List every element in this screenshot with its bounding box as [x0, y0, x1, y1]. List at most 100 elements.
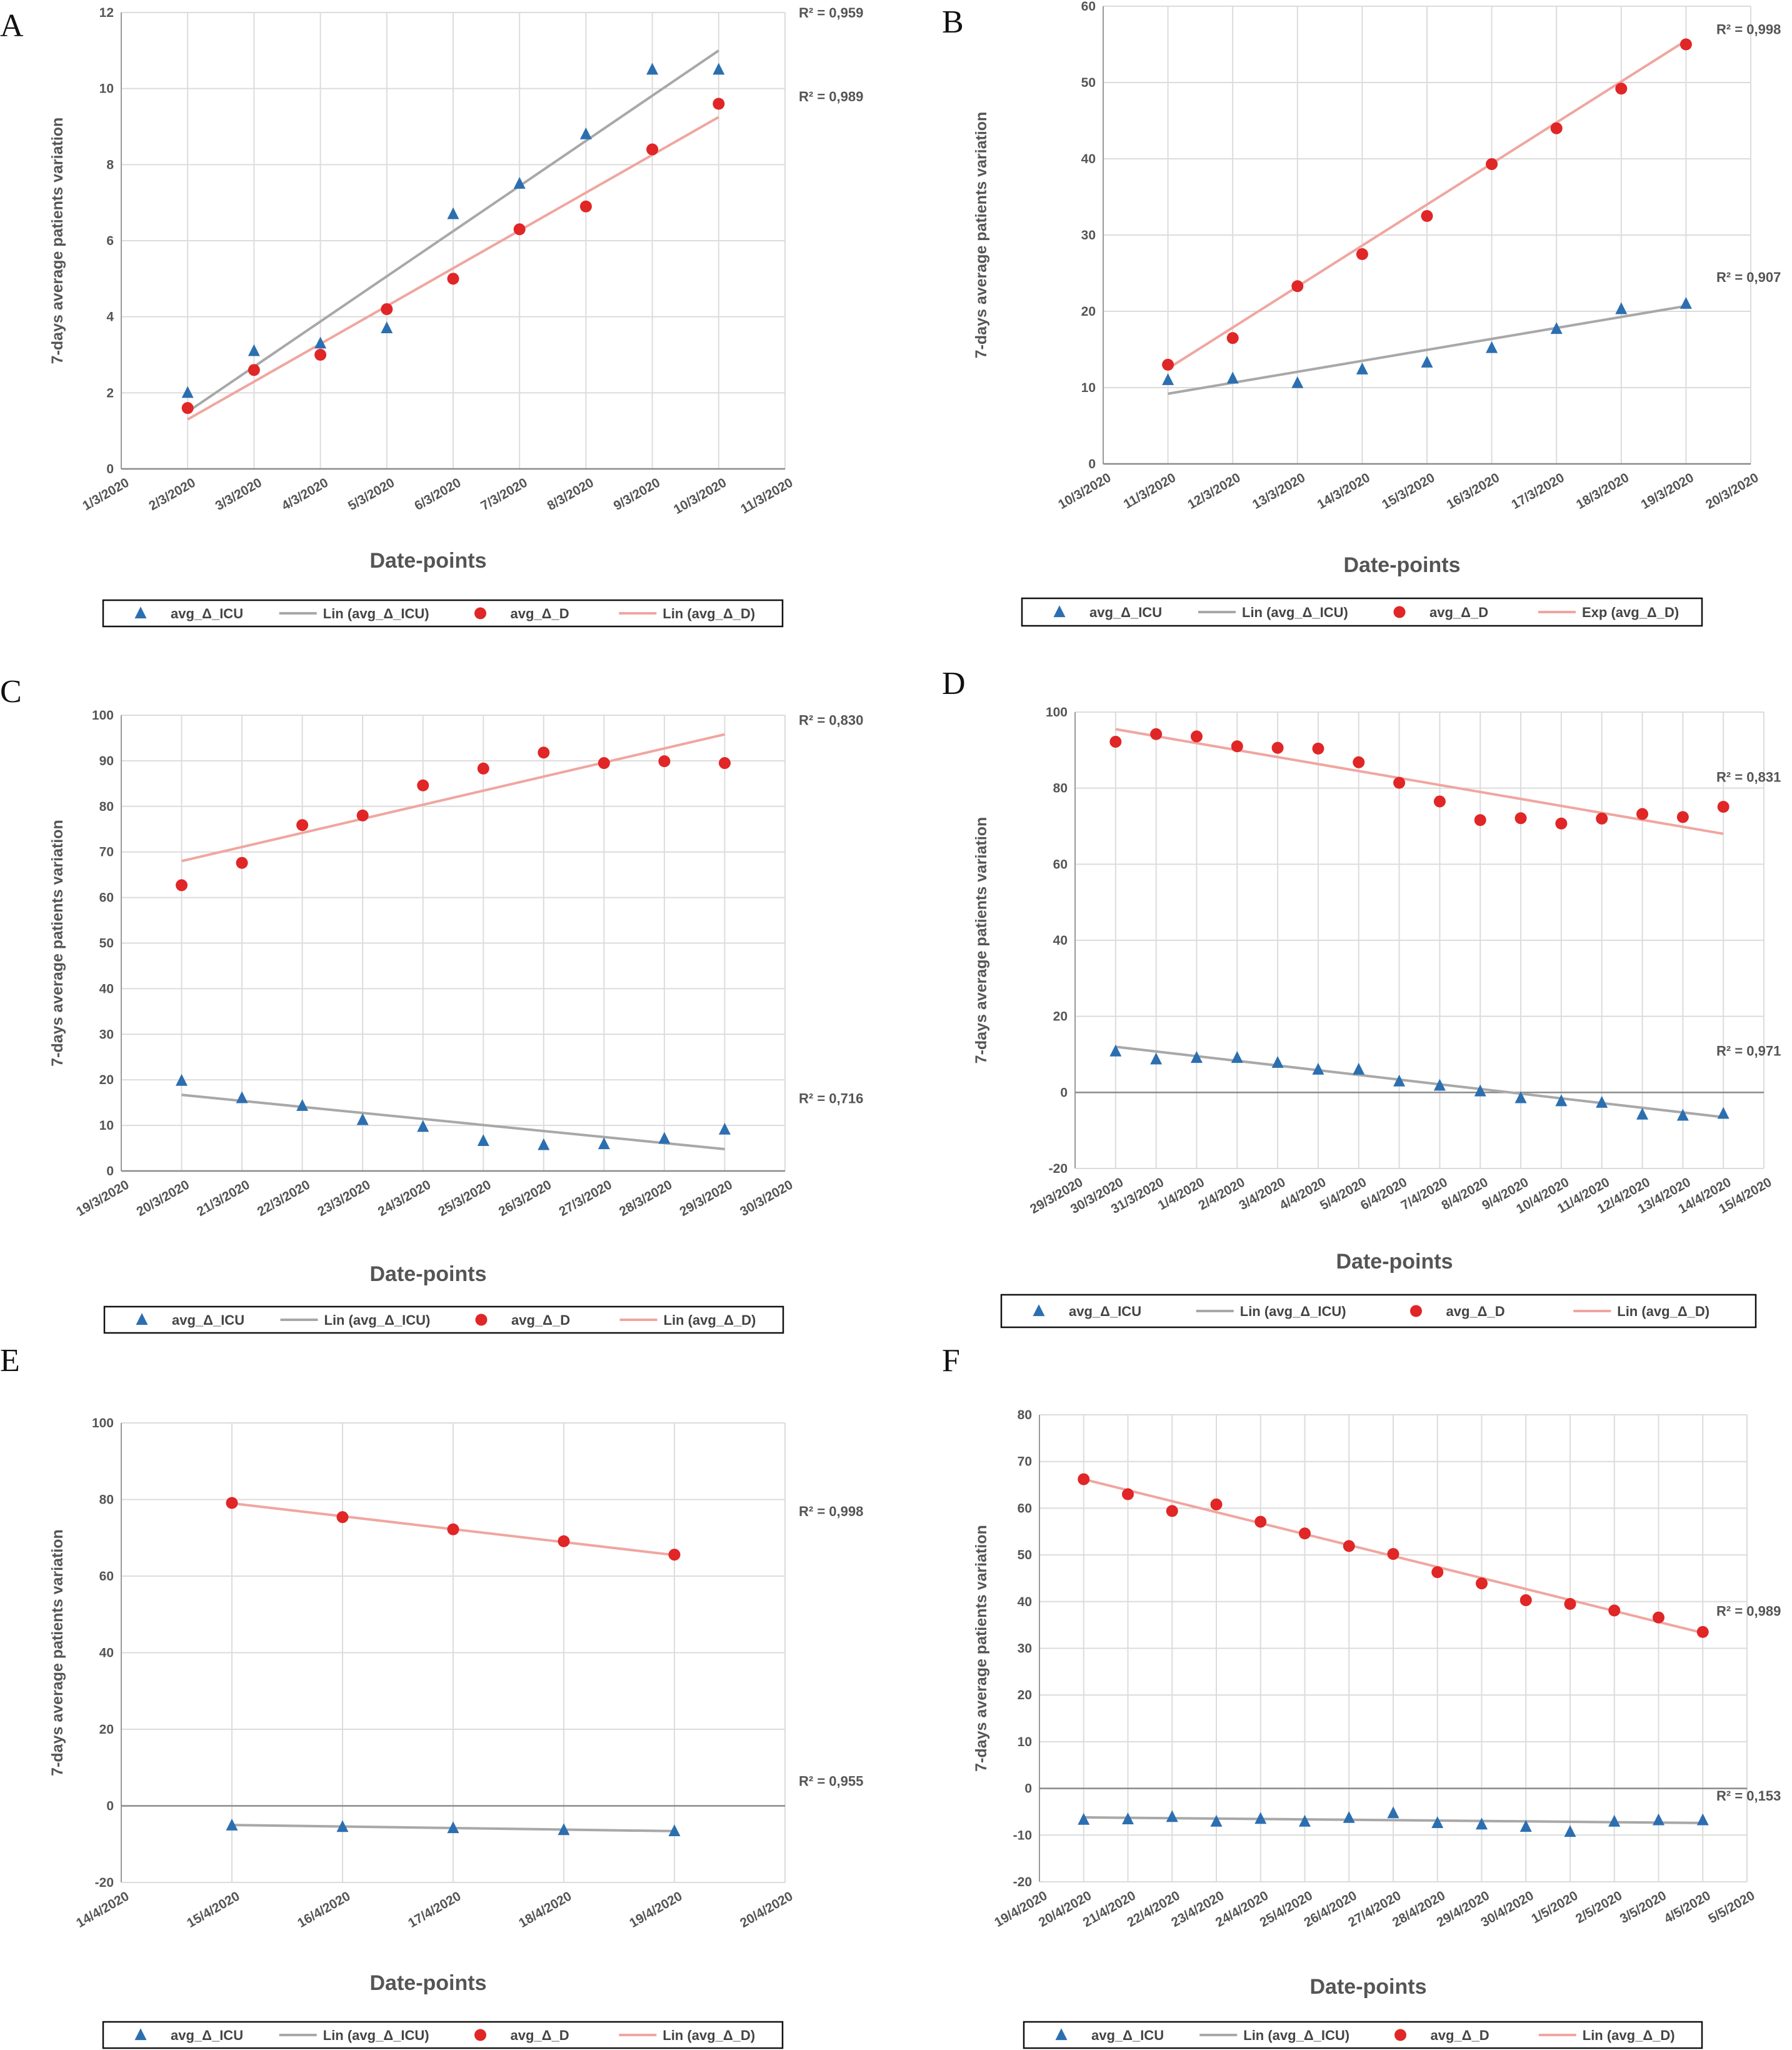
legend-label: Lin (avg_Δ_D) [1617, 1304, 1709, 1319]
data-point-icu [1653, 1813, 1664, 1826]
data-point-d [513, 223, 526, 236]
y-tick-label: 20 [99, 1073, 114, 1087]
data-point-d [1474, 814, 1486, 827]
data-point-icu [658, 1132, 671, 1144]
legend-label: Lin (avg_Δ_D) [1583, 2027, 1675, 2043]
x-tick-label: 9/3/2020 [611, 475, 663, 513]
data-point-d [718, 757, 731, 770]
x-tick-label: 26/3/2020 [496, 1177, 554, 1219]
data-point-icu [1476, 1817, 1488, 1830]
data-point-icu [417, 1120, 429, 1132]
x-tick-label: 10/3/2020 [1056, 470, 1113, 512]
data-point-d [1353, 756, 1365, 768]
data-point-icu [1514, 1091, 1527, 1103]
data-point-icu [1486, 341, 1498, 353]
chart-panel-e: E -20 0 20 40 60 80 100 14/4/2020 15/4/2020 16/4/2… [0, 1343, 863, 2049]
data-point-icu [646, 63, 659, 75]
data-point-icu [558, 1823, 570, 1836]
data-point-icu [1564, 1825, 1576, 1837]
data-point-d [1190, 730, 1203, 743]
legend-label: Lin (avg_Δ_ICU) [1240, 1304, 1346, 1319]
data-point-icu [1596, 1095, 1608, 1108]
panel-letter: B [942, 4, 964, 40]
legend-label: avg_Δ_ICU [172, 1312, 244, 1328]
x-tick-label: 14/4/2020 [74, 1889, 131, 1931]
legend-triangle-swatch [136, 1313, 148, 1325]
y-tick-label: 30 [1081, 228, 1096, 243]
data-point-d [1615, 83, 1628, 95]
data-point-icu [1150, 1052, 1163, 1065]
data-point-d [1717, 800, 1729, 813]
data-point-d [1393, 776, 1406, 789]
x-tick-label: 19/3/2020 [1638, 470, 1696, 512]
data-point-icu [1109, 1044, 1122, 1057]
chart-panel-a: A 0 2 4 6 8 10 12 1/3/2020 2/3/2020 3/3/2020 4/3/20… [0, 5, 863, 628]
legend-label: avg_Δ_D [511, 2027, 569, 2043]
r-squared-label: R² = 0,831 [1716, 769, 1781, 785]
data-point-icu [598, 1137, 610, 1150]
data-point-icu [381, 321, 393, 334]
panel-letter: C [0, 674, 22, 710]
legend-circle-swatch [1394, 2029, 1406, 2041]
x-axis-title: Date-points [370, 549, 487, 573]
data-point-icu [1431, 1816, 1444, 1828]
legend-label: Lin (avg_Δ_ICU) [1243, 2027, 1349, 2043]
legend-box [1023, 2021, 1703, 2049]
x-axis-title: Date-points [1344, 553, 1461, 577]
y-tick-label: 60 [1053, 857, 1068, 872]
x-axis-title: Date-points [1310, 1975, 1427, 1999]
data-point-d [538, 746, 550, 759]
data-point-d [1291, 280, 1304, 293]
data-point-d [1519, 1594, 1532, 1607]
y-tick-label: 90 [99, 754, 114, 768]
data-point-icu [176, 1073, 188, 1086]
data-point-d [1421, 210, 1433, 222]
r-squared-label: R² = 0,959 [799, 5, 863, 21]
x-tick-label: 27/3/2020 [556, 1177, 614, 1219]
x-axis-title: Date-points [370, 1262, 487, 1286]
data-point-d [226, 1497, 238, 1509]
legend-label: Exp (avg_Δ_D) [1582, 605, 1679, 620]
data-point-icu [236, 1091, 248, 1103]
r-squared-label: R² = 0,989 [799, 89, 863, 104]
x-tick-label: 13/3/2020 [1250, 470, 1308, 512]
data-point-icu [1078, 1812, 1090, 1825]
data-point-icu [1387, 1806, 1399, 1819]
y-tick-label: 0 [106, 1799, 114, 1814]
legend-label: avg_Δ_D [1431, 2027, 1489, 2043]
data-point-d [248, 364, 260, 376]
y-tick-label: 70 [1018, 1455, 1032, 1469]
data-point-icu [1226, 371, 1239, 384]
panel-letter: D [942, 666, 966, 701]
data-point-icu [513, 176, 526, 189]
legend-box [1021, 597, 1703, 627]
legend: avg_Δ_ICU Lin (avg_Δ_ICU) avg_Δ_D Lin (avg_… [103, 1305, 784, 1334]
legend-label: avg_Δ_D [1429, 605, 1488, 620]
data-point-icu [1166, 1810, 1178, 1822]
legend-label: avg_Δ_ICU [1069, 1304, 1141, 1319]
data-point-d [1676, 811, 1689, 823]
data-point-d [1636, 808, 1649, 820]
y-axis-title: 7-days average patients variation [49, 118, 66, 364]
y-tick-label: 70 [99, 845, 114, 860]
x-tick-label: 11/3/2020 [738, 475, 795, 516]
data-point-icu [336, 1820, 349, 1832]
x-tick-label: 4/3/2020 [279, 475, 331, 513]
y-tick-label: 0 [106, 462, 114, 476]
y-tick-label: 40 [99, 1646, 114, 1661]
r-squared-label: R² = 0,153 [1716, 1788, 1781, 1804]
data-point-d [1109, 735, 1122, 748]
legend-triangle-swatch [1053, 605, 1066, 618]
y-tick-label: 4 [106, 310, 114, 324]
data-point-icu [1254, 1812, 1267, 1824]
legend: avg_Δ_ICU Lin (avg_Δ_ICU) avg_Δ_D Lin (avg_… [1000, 1294, 1757, 1329]
data-point-d [668, 1549, 681, 1561]
data-point-d [658, 755, 671, 768]
y-tick-label: 60 [1018, 1501, 1032, 1515]
x-tick-label: 4/5/2020 [1661, 1888, 1713, 1926]
x-tick-label: 2/3/2020 [146, 475, 198, 513]
trendline [187, 49, 719, 413]
x-tick-label: 5/5/2020 [1706, 1888, 1757, 1926]
trendline [1168, 304, 1686, 395]
data-point-icu [447, 207, 459, 219]
